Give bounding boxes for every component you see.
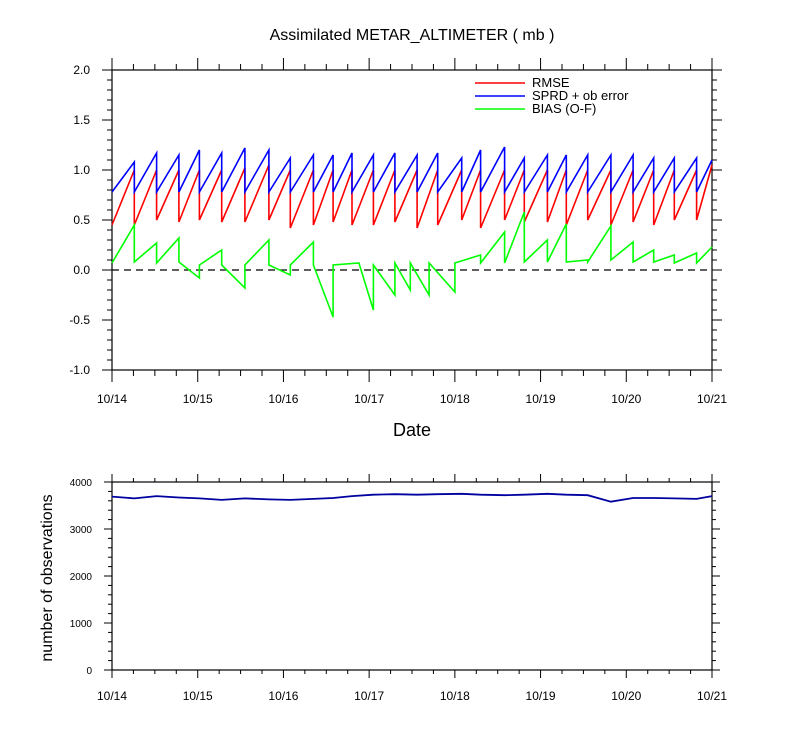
x-tick-label: 10/18: [440, 392, 470, 406]
chart-title: Assimilated METAR_ALTIMETER ( mb ): [270, 27, 555, 44]
x-tick-label: 10/19: [526, 689, 556, 703]
series-line-0: [111, 492, 713, 503]
legend-label: BIAS (O-F): [532, 101, 596, 116]
legend-label: RMSE: [532, 75, 570, 90]
y-tick-label: 0.5: [73, 213, 90, 227]
x-tick-label: 10/15: [183, 392, 213, 406]
x-tick-label: 10/21: [697, 689, 727, 703]
bottom-y-axis-label: number of observations: [39, 494, 56, 661]
x-tick-label: 10/16: [268, 392, 298, 406]
y-tick-label: 1.5: [73, 113, 90, 127]
series-line-1: [111, 146, 713, 196]
top-plot-area: 10/14 10/15 10/16 10/17 10/18 10/19 10/20 10/21…: [69, 58, 727, 406]
x-tick-label: 10/14: [97, 392, 127, 406]
plot-frame: [111, 69, 713, 371]
y-tick-label: 2000: [70, 572, 93, 583]
top-x-axis-label: Date: [393, 420, 431, 440]
y-tick-label: 4000: [70, 478, 93, 489]
x-tick-label: 10/16: [268, 689, 298, 703]
y-tick-label: 3000: [70, 525, 93, 536]
y-tick-label: -0.5: [69, 313, 90, 327]
y-tick-label: 1000: [70, 619, 93, 630]
legend-label: SPRD + ob error: [532, 88, 629, 103]
y-tick-label: 2.0: [73, 63, 90, 77]
x-tick-label: 10/14: [97, 689, 127, 703]
x-tick-label: 10/15: [183, 689, 213, 703]
x-tick-label: 10/20: [611, 689, 641, 703]
x-tick-label: 10/18: [440, 689, 470, 703]
y-tick-label: 0.0: [73, 263, 90, 277]
plot-frame: [111, 481, 713, 671]
x-tick-label: 10/19: [526, 392, 556, 406]
x-tick-label: 10/20: [611, 392, 641, 406]
y-tick-label: 1.0: [73, 163, 90, 177]
y-tick-label: 0: [86, 666, 92, 677]
x-tick-label: 10/17: [354, 392, 384, 406]
series-line-2: [111, 211, 713, 318]
x-tick-label: 10/17: [354, 689, 384, 703]
y-tick-label: -1.0: [69, 363, 90, 377]
bottom-plot-area: 10/14 10/15 10/16 10/17 10/18 10/19 10/20 10/21…: [70, 474, 727, 703]
x-tick-label: 10/21: [697, 392, 727, 406]
